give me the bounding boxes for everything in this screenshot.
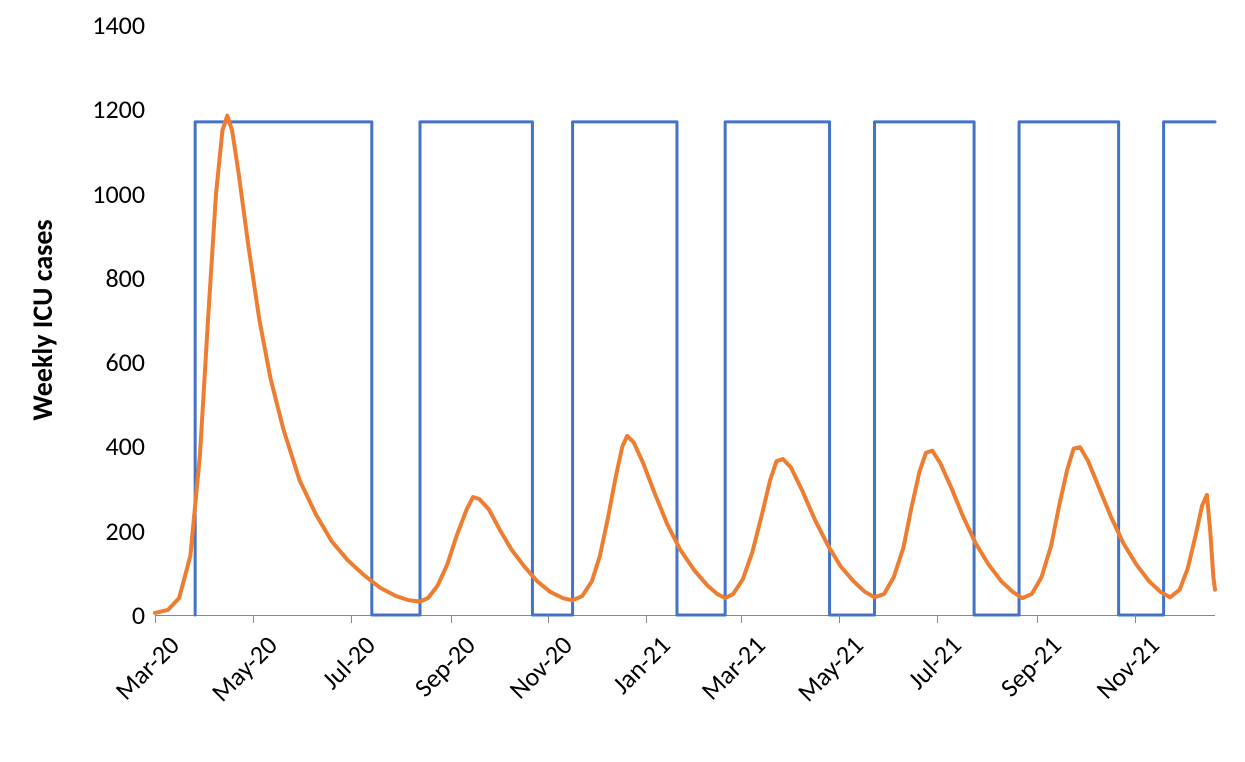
x-tick-mark: [548, 615, 549, 623]
y-tick-label: 200: [65, 515, 145, 547]
x-tick-mark: [1037, 615, 1038, 623]
y-tick-label: 800: [65, 262, 145, 294]
x-tick-mark: [741, 615, 742, 623]
x-tick-mark: [937, 615, 938, 623]
y-tick-label: 0: [65, 599, 145, 631]
y-tick-label: 1200: [65, 93, 145, 125]
x-tick-mark: [351, 615, 352, 623]
x-tick-mark: [646, 615, 647, 623]
series-lockdown_step: [195, 122, 1215, 615]
y-tick-label: 1400: [65, 9, 145, 41]
series-icu_cases: [155, 116, 1215, 613]
y-tick-label: 600: [65, 346, 145, 378]
x-tick-mark: [451, 615, 452, 623]
x-tick-mark: [1135, 615, 1136, 623]
x-tick-mark: [155, 615, 156, 623]
y-tick-label: 400: [65, 430, 145, 462]
chart-container: Weekly ICU cases 02004006008001000120014…: [0, 0, 1245, 762]
y-tick-label: 1000: [65, 178, 145, 210]
x-tick-mark: [253, 615, 254, 623]
x-tick-mark: [839, 615, 840, 623]
